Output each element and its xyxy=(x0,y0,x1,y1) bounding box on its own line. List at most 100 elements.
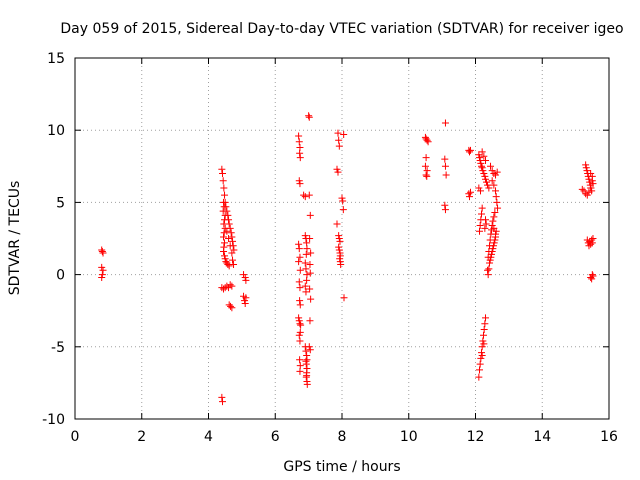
data-point-marker xyxy=(295,331,303,339)
y-tick-label: 0 xyxy=(56,268,65,284)
data-point-marker xyxy=(442,171,450,179)
data-point-marker xyxy=(223,207,231,215)
data-point-marker xyxy=(306,235,314,242)
data-point-marker xyxy=(220,233,228,241)
data-point-marker xyxy=(478,148,486,156)
data-point-marker xyxy=(477,159,485,167)
data-point-marker xyxy=(295,177,303,185)
data-point-marker xyxy=(477,354,485,362)
data-point-marker xyxy=(335,246,343,254)
data-point-marker xyxy=(306,211,314,219)
data-point-marker xyxy=(423,172,431,180)
data-point-marker xyxy=(306,285,314,293)
data-point-marker xyxy=(487,162,495,170)
data-point-marker xyxy=(484,266,492,274)
data-point-marker xyxy=(228,304,236,312)
data-point-marker xyxy=(303,380,311,388)
data-point-marker xyxy=(484,271,492,279)
y-tick-label: 15 xyxy=(47,51,65,67)
data-point-marker xyxy=(303,356,311,364)
data-point-marker xyxy=(482,157,490,165)
data-point-marker xyxy=(335,243,343,251)
data-point-marker xyxy=(421,133,429,141)
data-point-marker xyxy=(301,193,309,201)
data-point-marker xyxy=(479,337,487,345)
data-point-marker xyxy=(306,260,314,268)
data-point-marker xyxy=(335,232,343,240)
data-point-marker xyxy=(222,203,230,211)
data-point-marker xyxy=(492,187,500,195)
data-point-marker xyxy=(224,211,232,219)
data-point-marker xyxy=(587,240,595,248)
data-point-marker xyxy=(466,188,474,196)
data-point-marker xyxy=(476,366,484,374)
data-point-marker xyxy=(588,239,596,247)
data-point-marker xyxy=(296,154,304,162)
data-point-marker xyxy=(422,154,430,162)
data-point-marker xyxy=(242,294,250,302)
data-point-marker xyxy=(225,220,233,228)
data-point-marker xyxy=(441,162,449,170)
data-point-marker xyxy=(477,187,485,195)
data-point-marker xyxy=(476,227,484,235)
data-point-marker xyxy=(480,170,488,178)
data-point-marker xyxy=(441,155,449,163)
data-point-marker xyxy=(339,206,347,214)
data-point-marker xyxy=(478,204,486,212)
data-point-marker xyxy=(306,317,314,325)
data-point-marker xyxy=(221,239,229,247)
x-tick-label: 8 xyxy=(338,429,347,445)
data-point-marker xyxy=(588,275,596,283)
data-point-marker xyxy=(335,136,343,144)
data-point-marker xyxy=(580,187,588,195)
y-axis-label: SDTVAR / TECUs xyxy=(7,181,23,296)
data-point-marker xyxy=(296,356,304,364)
data-point-marker xyxy=(336,237,344,245)
data-point-marker xyxy=(482,175,490,183)
data-point-marker xyxy=(219,177,227,185)
data-point-marker xyxy=(305,343,313,351)
data-point-marker xyxy=(441,206,449,214)
data-point-marker xyxy=(296,337,304,345)
data-point-marker xyxy=(229,237,237,245)
data-point-marker xyxy=(307,295,315,303)
data-point-marker xyxy=(302,357,310,365)
data-point-marker xyxy=(227,302,235,310)
data-point-marker xyxy=(475,373,483,381)
data-point-marker xyxy=(303,276,311,284)
chart-title: Day 059 of 2015, Sidereal Day-to-day VTE… xyxy=(60,21,623,37)
data-point-marker xyxy=(302,250,310,258)
data-point-marker xyxy=(465,190,473,198)
data-point-marker xyxy=(307,249,315,257)
data-point-marker xyxy=(296,149,304,157)
data-point-marker xyxy=(296,180,304,188)
data-point-marker xyxy=(466,146,474,154)
data-point-marker xyxy=(219,398,227,406)
data-point-marker xyxy=(578,185,586,193)
data-point-marker xyxy=(296,320,304,328)
data-point-marker xyxy=(333,165,341,173)
data-point-marker xyxy=(301,282,309,290)
data-point-marker xyxy=(421,162,429,170)
x-tick-label: 4 xyxy=(204,429,213,445)
data-point-marker xyxy=(221,191,229,199)
data-point-marker xyxy=(305,112,313,120)
data-point-marker xyxy=(98,263,106,271)
data-point-marker xyxy=(333,220,341,228)
data-point-marker xyxy=(296,253,304,261)
data-point-marker xyxy=(225,284,233,292)
axis-ticks: 0 2 4 6 8 10 12 14 16 -10 -5 0 5 10 15 xyxy=(42,51,618,445)
data-point-marker xyxy=(587,184,595,192)
data-point-marker xyxy=(491,236,499,244)
data-point-marker xyxy=(296,301,304,309)
data-point-marker xyxy=(226,242,234,250)
x-tick-label: 16 xyxy=(600,429,618,445)
data-point-marker xyxy=(228,249,236,257)
data-point-marker xyxy=(305,113,313,121)
data-point-marker xyxy=(582,161,590,169)
data-point-marker xyxy=(488,250,496,258)
y-tick-label: -5 xyxy=(51,340,65,356)
data-point-marker xyxy=(296,328,304,336)
data-point-marker xyxy=(226,281,234,289)
data-point-marker xyxy=(582,190,590,198)
